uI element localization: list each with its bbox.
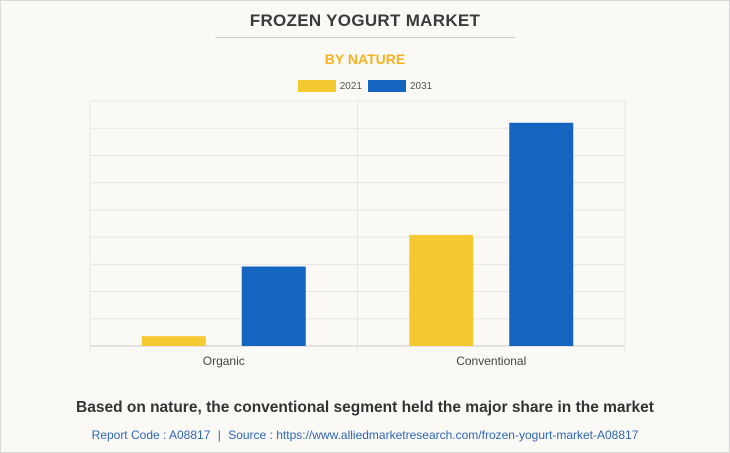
legend: 2021 2031 bbox=[0, 80, 730, 92]
chart-subtitle: BY NATURE bbox=[324, 51, 406, 67]
chart-title: FROZEN YOGURT MARKET bbox=[249, 11, 481, 30]
legend-item-2031: 2031 bbox=[368, 80, 432, 92]
legend-item-2021: 2021 bbox=[297, 80, 362, 92]
legend-label-2031: 2031 bbox=[410, 80, 433, 92]
source-line: Report Code : A08817 | Source : https://… bbox=[0, 428, 730, 442]
legend-label-2021: 2021 bbox=[339, 80, 362, 92]
title-divider bbox=[215, 37, 515, 38]
legend-swatch-2021 bbox=[297, 80, 336, 92]
bar-organic-2031 bbox=[241, 266, 306, 346]
x-tick-label-organic: Organic bbox=[203, 354, 245, 368]
bar-conventional-2031 bbox=[509, 122, 574, 347]
bar-organic-2021 bbox=[141, 336, 206, 346]
x-tick-label-conventional: Conventional bbox=[456, 354, 526, 368]
source-text: Source : https://www.alliedmarketresearc… bbox=[228, 428, 639, 442]
report-code: Report Code : A08817 bbox=[91, 428, 211, 442]
legend-swatch-2031 bbox=[368, 80, 406, 92]
chart-caption: Based on nature, the conventional segmen… bbox=[76, 399, 654, 416]
source-separator: | bbox=[217, 428, 221, 442]
bar-conventional-2021 bbox=[409, 234, 474, 346]
